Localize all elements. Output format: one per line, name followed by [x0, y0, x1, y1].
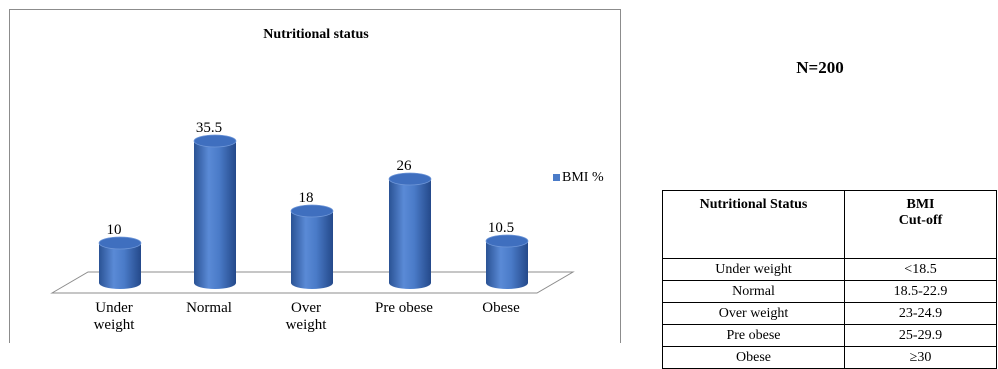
x-tick-label: weight [286, 317, 328, 333]
bar-top [290, 204, 334, 218]
header-nutritional-status: Nutritional Status [662, 190, 845, 259]
bar-top [98, 236, 142, 250]
table-row: Obese ≥30 [662, 346, 997, 369]
table-header-row: Nutritional Status BMI Cut-off [662, 190, 997, 259]
x-tick-label: Under [95, 300, 133, 316]
data-label: 26 [397, 158, 413, 174]
bar-body [194, 141, 236, 289]
x-tick-label: Normal [186, 300, 232, 316]
sample-size-label: N=200 [796, 58, 844, 77]
bar-body [99, 243, 141, 289]
bar-body [486, 241, 528, 289]
table-row: Pre obese 25-29.9 [662, 324, 997, 347]
x-tick-label: weight [94, 317, 136, 333]
table-row: Normal 18.5-22.9 [662, 280, 997, 303]
table-cell-status: Normal [662, 280, 845, 303]
header-cutoff: Cut-off [898, 213, 943, 228]
x-tick-label: Pre obese [375, 300, 433, 316]
x-tick-label: Obese [482, 300, 520, 316]
bar-5 [485, 234, 529, 289]
data-label: 35.5 [196, 120, 222, 136]
bar-body [389, 179, 431, 289]
table-cell-status: Over weight [662, 302, 845, 325]
data-label: 18 [299, 190, 314, 206]
chart-title: Nutritional status [263, 27, 369, 42]
bar-top [193, 134, 237, 148]
bar-top [485, 234, 529, 248]
table-cell-status: Obese [662, 346, 845, 369]
legend-swatch [553, 174, 560, 181]
bar-2 [193, 134, 237, 289]
header-bmi-cutoff: BMI Cut-off [844, 190, 997, 259]
bar-body [291, 211, 333, 289]
table-cell-cutoff: ≥30 [844, 346, 997, 369]
data-label: 10.5 [488, 220, 514, 236]
table-row: Over weight 23-24.9 [662, 302, 997, 325]
x-tick-label: Over [291, 300, 321, 316]
chart-frame: Nutritional status 10 35.5 18 26 10.5 Under w… [9, 9, 621, 343]
bar-3 [290, 204, 334, 289]
data-label: 10 [107, 222, 122, 238]
table-cell-status: Under weight [662, 258, 845, 281]
table-cell-cutoff: <18.5 [844, 258, 997, 281]
header-bmi: BMI [906, 197, 935, 212]
bmi-reference-table: Nutritional Status BMI Cut-off Under wei… [662, 190, 997, 369]
bar-4 [388, 172, 432, 289]
table-cell-cutoff: 25-29.9 [844, 324, 997, 347]
table-cell-cutoff: 18.5-22.9 [844, 280, 997, 303]
legend-label: BMI % [562, 170, 604, 185]
bar-top [388, 172, 432, 186]
table-cell-status: Pre obese [662, 324, 845, 347]
table-cell-cutoff: 23-24.9 [844, 302, 997, 325]
bar-1 [98, 236, 142, 289]
table-row: Under weight <18.5 [662, 258, 997, 281]
